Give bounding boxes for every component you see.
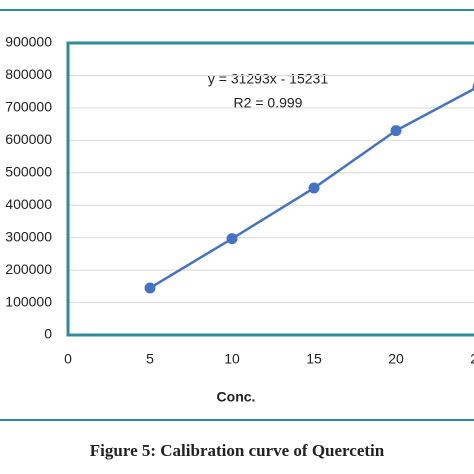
outer-frame bbox=[0, 9, 474, 421]
y-tick-label: 500000 bbox=[5, 163, 52, 179]
x-tick-label: 20 bbox=[388, 351, 404, 367]
data-point bbox=[226, 233, 238, 245]
caption: Figure 5: Calibration curve of Quercetin bbox=[90, 441, 385, 460]
x-tick-label: 15 bbox=[306, 351, 322, 367]
data-point bbox=[308, 182, 320, 194]
y-tick-label: 0 bbox=[44, 326, 52, 342]
x-tick-label: 10 bbox=[224, 351, 240, 367]
equation: y = 31293x - 15231 bbox=[208, 71, 328, 87]
y-tick-label: 400000 bbox=[5, 196, 52, 212]
y-tick-label: 700000 bbox=[5, 99, 52, 115]
x-tick-label: 0 bbox=[64, 351, 72, 367]
data-point bbox=[390, 125, 402, 137]
y-tick-label: 300000 bbox=[5, 228, 52, 244]
data-point bbox=[144, 282, 156, 294]
y-tick-label: 600000 bbox=[5, 131, 52, 147]
x-tick-label: 5 bbox=[146, 351, 154, 367]
y-tick-label: 900000 bbox=[5, 34, 52, 50]
r-squared: R2 = 0.999 bbox=[234, 95, 303, 111]
x-tick-label: 25 bbox=[470, 351, 474, 367]
y-tick-label: 800000 bbox=[5, 66, 52, 82]
plot-frame bbox=[66, 41, 474, 337]
y-tick-label: 100000 bbox=[5, 293, 52, 309]
y-tick-label: 200000 bbox=[5, 261, 52, 277]
x-axis-label: Conc. bbox=[217, 389, 256, 405]
